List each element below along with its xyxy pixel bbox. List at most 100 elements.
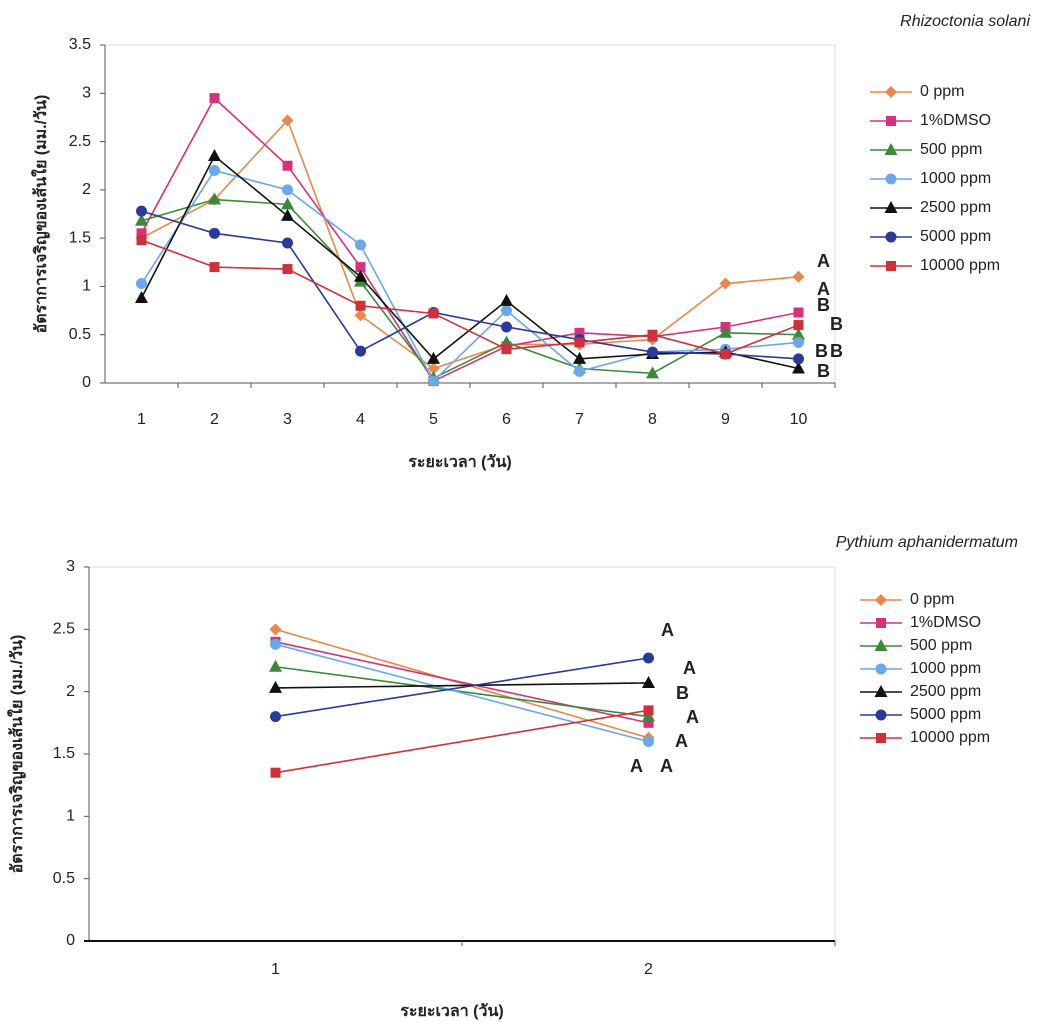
legend-marker [885, 201, 898, 213]
marker [210, 262, 220, 272]
marker [794, 308, 804, 318]
marker [356, 301, 366, 311]
legend-marker [886, 232, 897, 243]
marker [644, 705, 654, 715]
legend-label: 10000 ppm [920, 257, 1000, 274]
end-label: B [815, 341, 828, 361]
y-tick-label: 1.5 [69, 229, 91, 246]
x-tick-label: 6 [502, 411, 511, 428]
legend-label: 1%DMSO [910, 614, 981, 631]
end-label: A [683, 658, 696, 678]
legend-marker [886, 174, 897, 185]
series-line [142, 98, 799, 381]
legend-label: 10000 ppm [910, 729, 990, 746]
x-tick-label: 2 [210, 411, 219, 428]
legend-label: 2500 ppm [910, 683, 981, 700]
marker [283, 161, 293, 171]
marker [270, 711, 281, 722]
end-label: A [660, 756, 673, 776]
marker [209, 228, 220, 239]
legend-label: 1000 ppm [920, 170, 991, 187]
marker [501, 305, 512, 316]
series-line [276, 710, 649, 772]
x-axis-label: ระยะเวลา (วัน) [408, 453, 511, 471]
legend-label: 1000 ppm [910, 660, 981, 677]
marker [429, 308, 439, 318]
marker [210, 93, 220, 103]
marker [137, 235, 147, 245]
marker [643, 653, 654, 664]
marker [793, 337, 804, 348]
marker [282, 237, 293, 248]
marker [355, 309, 367, 321]
marker [270, 623, 282, 635]
end-label: B [830, 341, 843, 361]
series-line [276, 667, 649, 717]
series-line [142, 156, 799, 368]
legend-marker [875, 639, 888, 651]
series-line [276, 642, 649, 723]
end-label: B [830, 314, 843, 334]
legend-label: 5000 ppm [920, 228, 991, 245]
marker [136, 206, 147, 217]
marker [647, 347, 658, 358]
marker [269, 660, 282, 672]
legend-label: 5000 ppm [910, 706, 981, 723]
x-tick-label: 10 [790, 411, 808, 428]
y-tick-label: 2.5 [53, 621, 75, 638]
x-tick-label: 1 [271, 961, 280, 978]
marker [794, 320, 804, 330]
marker [282, 184, 293, 195]
series-line [276, 644, 649, 741]
marker [643, 736, 654, 747]
marker [502, 344, 512, 354]
end-label: B [817, 361, 830, 381]
legend-marker [885, 86, 897, 98]
legend-label: 0 ppm [920, 83, 964, 100]
marker [135, 291, 148, 303]
x-tick-label: 7 [575, 411, 584, 428]
series-line [142, 240, 799, 354]
end-label: A [686, 707, 699, 727]
legend-marker [886, 261, 896, 271]
x-tick-label: 3 [283, 411, 292, 428]
plot-area [89, 567, 835, 941]
legend-label: 500 ppm [910, 637, 972, 654]
x-axis-label: ระยะเวลา (วัน) [400, 1002, 503, 1020]
y-axis-label: อัตราการเจริญของเส้นใย (มม./วัน) [31, 95, 51, 334]
series-line [142, 171, 799, 382]
y-tick-label: 3 [82, 85, 91, 102]
legend-marker [886, 116, 896, 126]
marker [270, 639, 281, 650]
x-tick-label: 8 [648, 411, 657, 428]
marker [271, 768, 281, 778]
legend-marker [875, 685, 888, 697]
x-tick-label: 4 [356, 411, 365, 428]
end-label: A [630, 756, 643, 776]
y-tick-label: 0 [82, 374, 91, 391]
marker [355, 239, 366, 250]
legend-marker [885, 143, 898, 155]
legend-marker [875, 594, 887, 606]
marker [721, 349, 731, 359]
page: 00.511.522.533.512345678910A0 ppmA1%DMSO… [0, 0, 1037, 1022]
marker [642, 676, 655, 688]
marker [500, 294, 513, 306]
legend-marker [876, 710, 887, 721]
legend-marker [876, 664, 887, 675]
end-label: A [675, 731, 688, 751]
marker [281, 209, 294, 221]
y-tick-label: 1.5 [53, 745, 75, 762]
legend-label: 0 ppm [910, 591, 954, 608]
legend-label: 2500 ppm [920, 199, 991, 216]
y-tick-label: 0.5 [53, 870, 75, 887]
legend-label: 1%DMSO [920, 112, 991, 129]
end-label: B [676, 683, 689, 703]
marker [793, 353, 804, 364]
legend-label: 500 ppm [920, 141, 982, 158]
marker [428, 376, 439, 387]
y-tick-label: 2.5 [69, 133, 91, 150]
legend-marker [876, 618, 886, 628]
